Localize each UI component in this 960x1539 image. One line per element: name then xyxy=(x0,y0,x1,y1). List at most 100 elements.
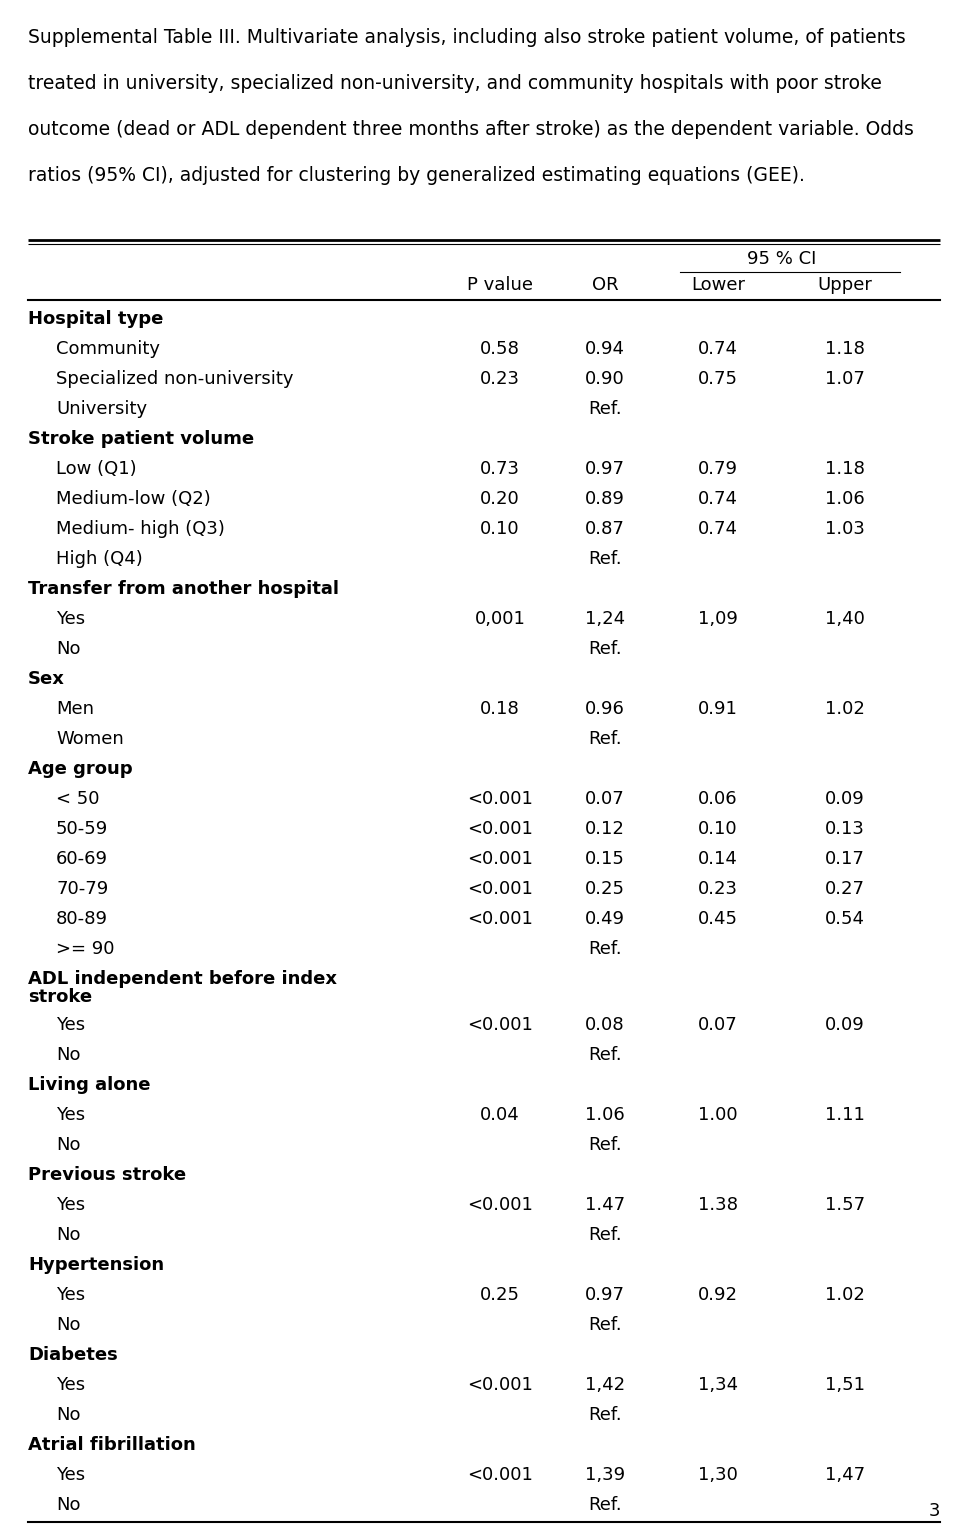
Text: No: No xyxy=(56,640,81,659)
Text: Atrial fibrillation: Atrial fibrillation xyxy=(28,1436,196,1454)
Text: 1.07: 1.07 xyxy=(825,369,865,388)
Text: 1,40: 1,40 xyxy=(825,609,865,628)
Text: P value: P value xyxy=(467,275,533,294)
Text: 0.74: 0.74 xyxy=(698,489,738,508)
Text: Yes: Yes xyxy=(56,1016,85,1034)
Text: No: No xyxy=(56,1227,81,1244)
Text: 0.25: 0.25 xyxy=(585,880,625,897)
Text: 0.96: 0.96 xyxy=(585,700,625,719)
Text: Ref.: Ref. xyxy=(588,1227,622,1244)
Text: 0.74: 0.74 xyxy=(698,340,738,359)
Text: No: No xyxy=(56,1316,81,1334)
Text: 0.94: 0.94 xyxy=(585,340,625,359)
Text: ratios (95% CI), adjusted for clustering by generalized estimating equations (GE: ratios (95% CI), adjusted for clustering… xyxy=(28,166,804,185)
Text: Ref.: Ref. xyxy=(588,1496,622,1514)
Text: No: No xyxy=(56,1496,81,1514)
Text: 0.74: 0.74 xyxy=(698,520,738,539)
Text: 1,47: 1,47 xyxy=(825,1467,865,1484)
Text: 60-69: 60-69 xyxy=(56,850,108,868)
Text: 1.57: 1.57 xyxy=(825,1196,865,1214)
Text: ADL independent before index: ADL independent before index xyxy=(28,970,337,988)
Text: 0.73: 0.73 xyxy=(480,460,520,479)
Text: 95 % CI: 95 % CI xyxy=(747,249,816,268)
Text: 1.11: 1.11 xyxy=(825,1107,865,1123)
Text: University: University xyxy=(56,400,147,419)
Text: 1,39: 1,39 xyxy=(585,1467,625,1484)
Text: treated in university, specialized non-university, and community hospitals with : treated in university, specialized non-u… xyxy=(28,74,882,92)
Text: 0.14: 0.14 xyxy=(698,850,738,868)
Text: 0.58: 0.58 xyxy=(480,340,520,359)
Text: 1,51: 1,51 xyxy=(825,1376,865,1394)
Text: No: No xyxy=(56,1047,81,1063)
Text: Hospital type: Hospital type xyxy=(28,309,163,328)
Text: 0.89: 0.89 xyxy=(585,489,625,508)
Text: 0.87: 0.87 xyxy=(585,520,625,539)
Text: 1.03: 1.03 xyxy=(825,520,865,539)
Text: Ref.: Ref. xyxy=(588,940,622,957)
Text: 0.20: 0.20 xyxy=(480,489,520,508)
Text: 3: 3 xyxy=(928,1502,940,1521)
Text: No: No xyxy=(56,1407,81,1424)
Text: 1,24: 1,24 xyxy=(585,609,625,628)
Text: 1.47: 1.47 xyxy=(585,1196,625,1214)
Text: 0.08: 0.08 xyxy=(586,1016,625,1034)
Text: 0.09: 0.09 xyxy=(826,790,865,808)
Text: Ref.: Ref. xyxy=(588,1407,622,1424)
Text: Transfer from another hospital: Transfer from another hospital xyxy=(28,580,339,599)
Text: 1.02: 1.02 xyxy=(825,1287,865,1304)
Text: 0.10: 0.10 xyxy=(698,820,738,839)
Text: 1,34: 1,34 xyxy=(698,1376,738,1394)
Text: 0.97: 0.97 xyxy=(585,1287,625,1304)
Text: Ref.: Ref. xyxy=(588,1136,622,1154)
Text: <0.001: <0.001 xyxy=(468,1376,533,1394)
Text: <0.001: <0.001 xyxy=(468,1016,533,1034)
Text: >= 90: >= 90 xyxy=(56,940,114,957)
Text: <0.001: <0.001 xyxy=(468,1467,533,1484)
Text: 0.90: 0.90 xyxy=(586,369,625,388)
Text: 0.75: 0.75 xyxy=(698,369,738,388)
Text: 0.97: 0.97 xyxy=(585,460,625,479)
Text: Ref.: Ref. xyxy=(588,400,622,419)
Text: 1.06: 1.06 xyxy=(826,489,865,508)
Text: 0.12: 0.12 xyxy=(585,820,625,839)
Text: 0.23: 0.23 xyxy=(698,880,738,897)
Text: Community: Community xyxy=(56,340,160,359)
Text: Supplemental Table III. Multivariate analysis, including also stroke patient vol: Supplemental Table III. Multivariate ana… xyxy=(28,28,905,48)
Text: 1.00: 1.00 xyxy=(698,1107,738,1123)
Text: 0.45: 0.45 xyxy=(698,910,738,928)
Text: 0.18: 0.18 xyxy=(480,700,520,719)
Text: 50-59: 50-59 xyxy=(56,820,108,839)
Text: OR: OR xyxy=(591,275,618,294)
Text: 0.07: 0.07 xyxy=(698,1016,738,1034)
Text: Age group: Age group xyxy=(28,760,132,779)
Text: 80-89: 80-89 xyxy=(56,910,108,928)
Text: Lower: Lower xyxy=(691,275,745,294)
Text: Yes: Yes xyxy=(56,1376,85,1394)
Text: 1,42: 1,42 xyxy=(585,1376,625,1394)
Text: Previous stroke: Previous stroke xyxy=(28,1167,186,1183)
Text: High (Q4): High (Q4) xyxy=(56,549,143,568)
Text: Stroke patient volume: Stroke patient volume xyxy=(28,429,254,448)
Text: Low (Q1): Low (Q1) xyxy=(56,460,136,479)
Text: 0.15: 0.15 xyxy=(585,850,625,868)
Text: Yes: Yes xyxy=(56,1107,85,1123)
Text: 0.54: 0.54 xyxy=(825,910,865,928)
Text: 1.38: 1.38 xyxy=(698,1196,738,1214)
Text: 1.06: 1.06 xyxy=(586,1107,625,1123)
Text: 0.49: 0.49 xyxy=(585,910,625,928)
Text: 0.13: 0.13 xyxy=(825,820,865,839)
Text: 70-79: 70-79 xyxy=(56,880,108,897)
Text: Medium- high (Q3): Medium- high (Q3) xyxy=(56,520,225,539)
Text: 1.02: 1.02 xyxy=(825,700,865,719)
Text: 0.79: 0.79 xyxy=(698,460,738,479)
Text: Hypertension: Hypertension xyxy=(28,1256,164,1274)
Text: Yes: Yes xyxy=(56,1196,85,1214)
Text: 0.07: 0.07 xyxy=(586,790,625,808)
Text: Women: Women xyxy=(56,729,124,748)
Text: Specialized non-university: Specialized non-university xyxy=(56,369,294,388)
Text: 0.10: 0.10 xyxy=(480,520,519,539)
Text: 0.17: 0.17 xyxy=(825,850,865,868)
Text: 0.92: 0.92 xyxy=(698,1287,738,1304)
Text: 0.09: 0.09 xyxy=(826,1016,865,1034)
Text: 1,09: 1,09 xyxy=(698,609,738,628)
